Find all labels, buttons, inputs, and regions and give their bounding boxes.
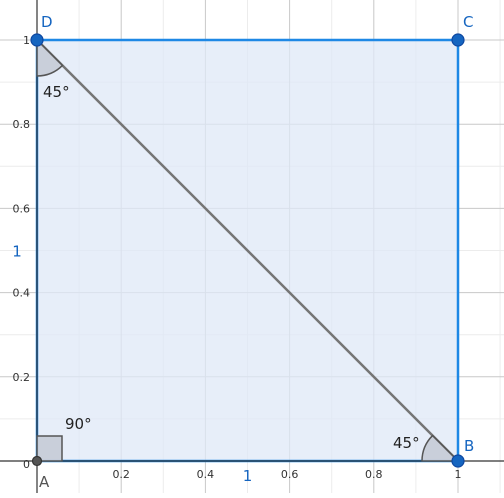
- point-b-label: B: [464, 437, 474, 455]
- y-tick-1: 1: [23, 34, 30, 47]
- angle-a-right-marker[interactable]: [36, 435, 63, 462]
- x-tick-0-2: 0.2: [112, 468, 130, 481]
- y-tick-0-6: 0.6: [13, 202, 31, 215]
- side-ab-length-label: 1: [243, 467, 253, 485]
- point-a[interactable]: [31, 455, 43, 467]
- x-tick-0-4: 0.4: [197, 468, 215, 481]
- point-c-label: C: [463, 13, 473, 31]
- y-tick-labels: 0.2 0.4 0.6 0.8 1: [13, 34, 31, 384]
- y-tick-0-2: 0.2: [13, 371, 31, 384]
- x-tick-1: 1: [455, 468, 462, 481]
- point-a-label: A: [39, 473, 50, 491]
- x-tick-0-6: 0.6: [281, 468, 299, 481]
- y-tick-0-8: 0.8: [13, 118, 31, 131]
- origin-label: 0: [23, 458, 30, 471]
- angle-d-label: 45°: [43, 83, 70, 101]
- angle-b-label: 45°: [393, 434, 420, 452]
- point-c[interactable]: [451, 33, 465, 47]
- point-d-label: D: [41, 13, 53, 31]
- side-ad-length-label: 1: [12, 243, 22, 261]
- x-tick-labels: 0.2 0.4 0.6 0.8 1: [112, 468, 461, 481]
- diagonal-db[interactable]: [36, 39, 459, 462]
- y-tick-0-4: 0.4: [13, 287, 31, 300]
- angle-d-arc[interactable]: [36, 38, 64, 77]
- point-d[interactable]: [30, 33, 44, 47]
- point-b[interactable]: [451, 454, 465, 468]
- angle-b-arc[interactable]: [421, 434, 460, 462]
- x-tick-0-8: 0.8: [365, 468, 383, 481]
- angle-a-label: 90°: [65, 415, 92, 433]
